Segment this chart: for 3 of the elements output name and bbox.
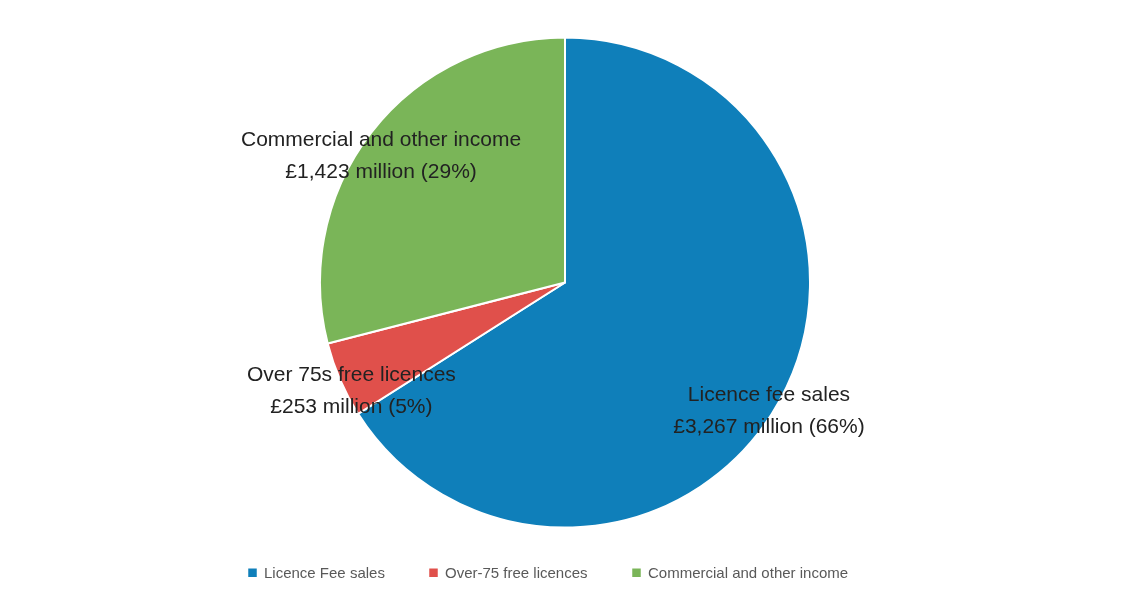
legend-label: Commercial and other income	[648, 563, 849, 581]
legend-label: Over-75 free licences	[445, 563, 588, 581]
legend-label: Licence Fee sales	[264, 563, 385, 581]
